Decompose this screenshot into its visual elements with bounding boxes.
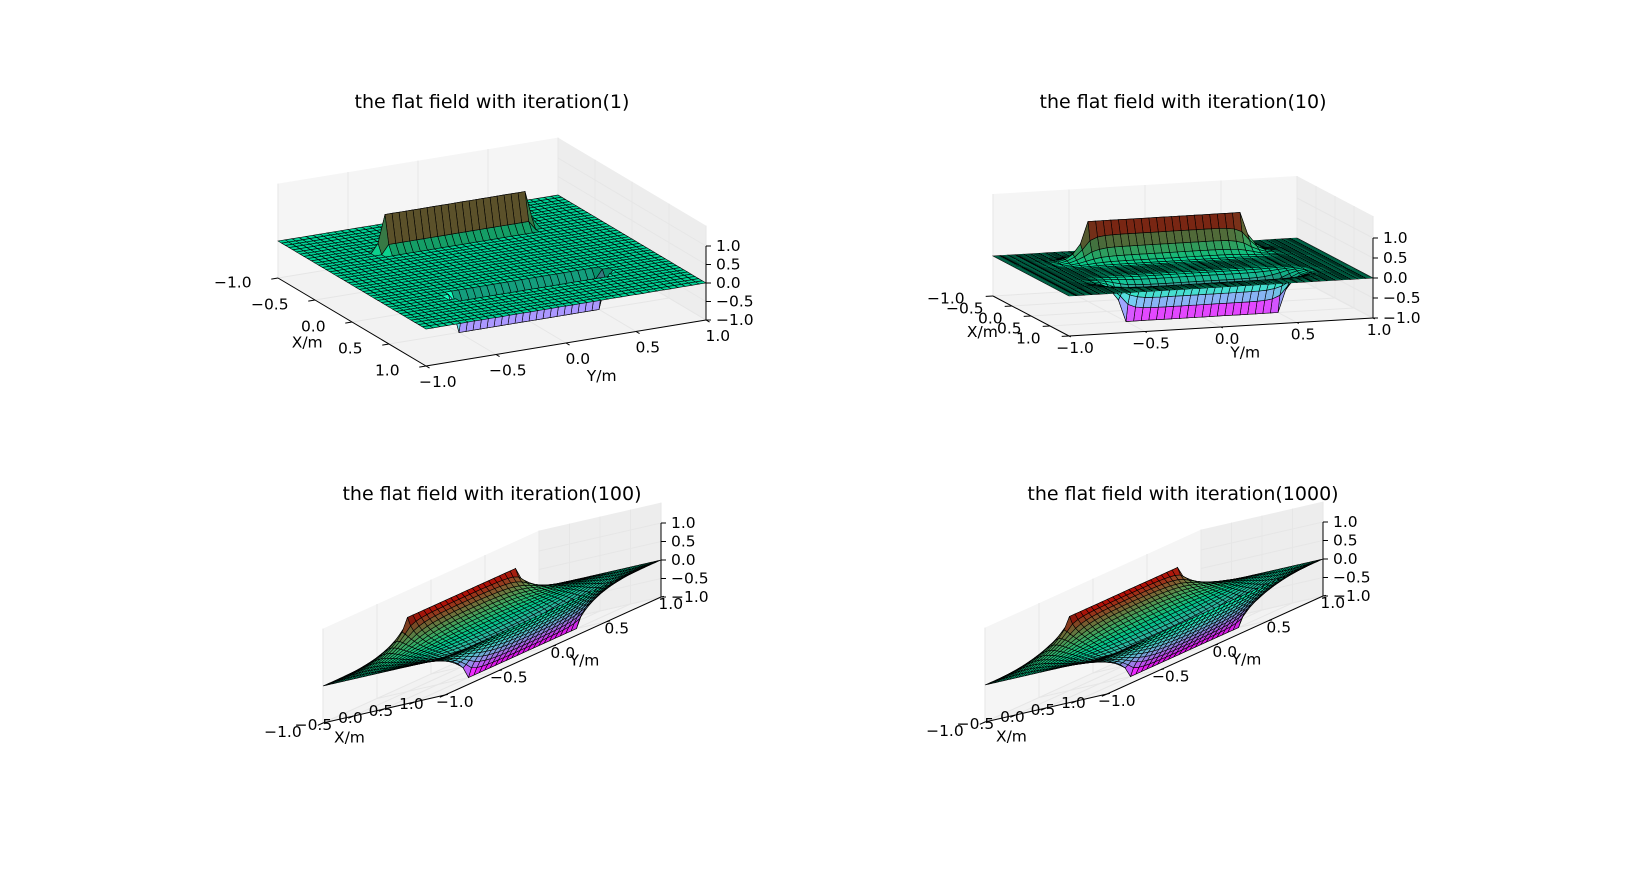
y-tick-label: 1.0 [706,327,731,345]
z-tick-label: 0.0 [716,274,741,292]
z-tick-label: 0.5 [671,533,696,551]
x-tick-label: −0.5 [295,716,333,734]
y-tick-label: −0.5 [490,668,528,686]
z-tick-label: 1.0 [716,237,741,255]
z-tick-label: −0.5 [716,293,754,311]
z-tick-label: 0.0 [671,551,696,569]
chart-title: the flat field with iteration(1) [355,91,630,113]
gridline [557,176,707,265]
y-axis-label: Y/m [1229,343,1260,361]
y-tick-label: 0.5 [1291,326,1316,344]
chart-title: the flat field with iteration(100) [342,483,641,505]
y-tick-label: −0.5 [489,362,527,380]
z-tick-label: −0.5 [1383,289,1421,307]
z-tick-label: 0.0 [1383,269,1408,287]
x-tick-label: 1.0 [1016,329,1041,347]
x-tick-label: −0.5 [251,296,289,314]
surface-cell [1065,294,1078,297]
subplot-iteration-1: the flat field with iteration(1) −1.0 −1.… [214,91,754,391]
x-axis-label: X/m [334,729,365,747]
y-tick-label: 0.0 [566,350,591,368]
y-tick-label: −1.0 [419,373,457,391]
x-tick-label: −1.0 [214,274,252,292]
chart-title: the flat field with iteration(10) [1040,91,1327,113]
z-tick-label: 1.0 [671,514,696,532]
y-tick-label: −1.0 [1056,339,1094,357]
x-tick-label: 1.0 [375,362,400,380]
x-tick-label: 0.5 [369,702,394,720]
y-tick-label: 0.5 [604,619,629,637]
x-axis-label: X/m [292,333,323,351]
z-tick-label: 0.5 [716,256,741,274]
z-tick-label: −0.5 [671,570,709,588]
gridline [557,157,707,247]
y-tick-label: 1.0 [658,595,683,613]
z-tick-label: 1.0 [1383,229,1408,247]
x-axis-label: X/m [967,323,998,341]
x-tick-label: 1.0 [399,695,424,713]
y-tick-label: −0.5 [1132,335,1170,353]
x-tick-label: 0.5 [338,340,363,358]
z-tick-label: 0.5 [1383,249,1408,267]
x-tick-label: 0.0 [338,709,363,727]
y-tick-label: 0.5 [636,339,661,357]
y-axis-label: Y/m [586,367,617,385]
y-axis-label: Y/m [569,652,600,670]
y-tick-label: −1.0 [436,693,474,711]
y-tick-label: 1.0 [1367,321,1392,339]
